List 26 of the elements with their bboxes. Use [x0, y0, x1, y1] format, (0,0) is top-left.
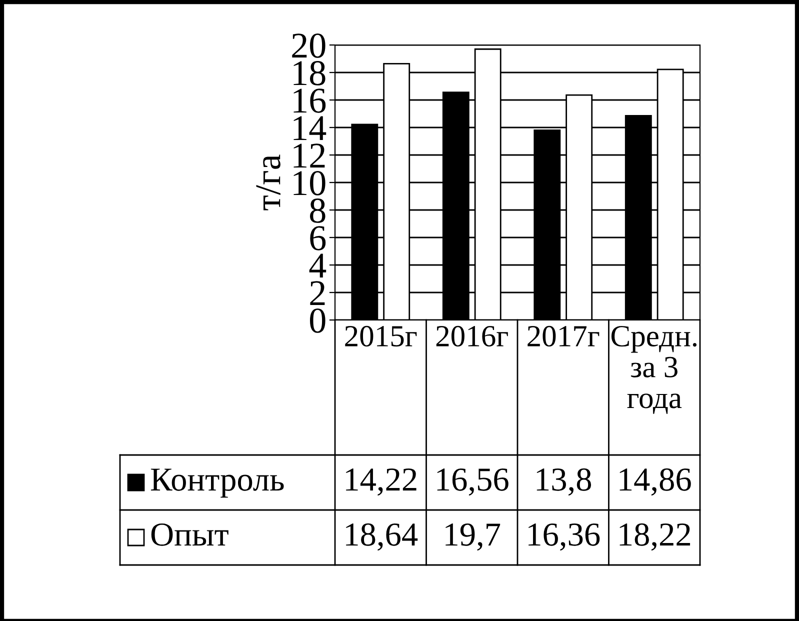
- data-label: 16,36: [528, 523, 600, 551]
- data-label: 14,22: [346, 468, 416, 496]
- y-axis-title: т/га: [256, 154, 280, 210]
- y-tick-label: 2: [310, 281, 325, 306]
- data-label: 18,22: [620, 523, 690, 551]
- x-tick-label: 2017г: [528, 326, 600, 347]
- y-tick-label: 10: [294, 171, 326, 196]
- y-tick-label: 16: [294, 88, 326, 113]
- x-tick-label: 2016г: [436, 326, 508, 347]
- data-label: 19,7: [446, 523, 500, 551]
- data-label: 14,86: [620, 468, 691, 496]
- x-tick-label: Средн. за 3 года: [611, 326, 697, 414]
- y-tick-label: 4: [309, 254, 326, 278]
- y-tick-label: 18: [294, 61, 326, 86]
- data-label: 16,56: [437, 468, 508, 496]
- y-tick-label: 8: [310, 198, 326, 223]
- x-tick-label: 2015г: [345, 326, 417, 347]
- y-tick-label: 14: [294, 116, 326, 140]
- y-tick-label: 0: [310, 308, 326, 333]
- legend-label: Контроль: [150, 468, 284, 498]
- legend-label: Опыт: [151, 523, 228, 546]
- y-tick-label: 12: [294, 144, 325, 168]
- y-tick-label: 20: [292, 34, 326, 58]
- data-label: 18,64: [346, 523, 418, 551]
- y-tick-label: 6: [310, 226, 326, 250]
- data-label: 13,8: [536, 468, 592, 496]
